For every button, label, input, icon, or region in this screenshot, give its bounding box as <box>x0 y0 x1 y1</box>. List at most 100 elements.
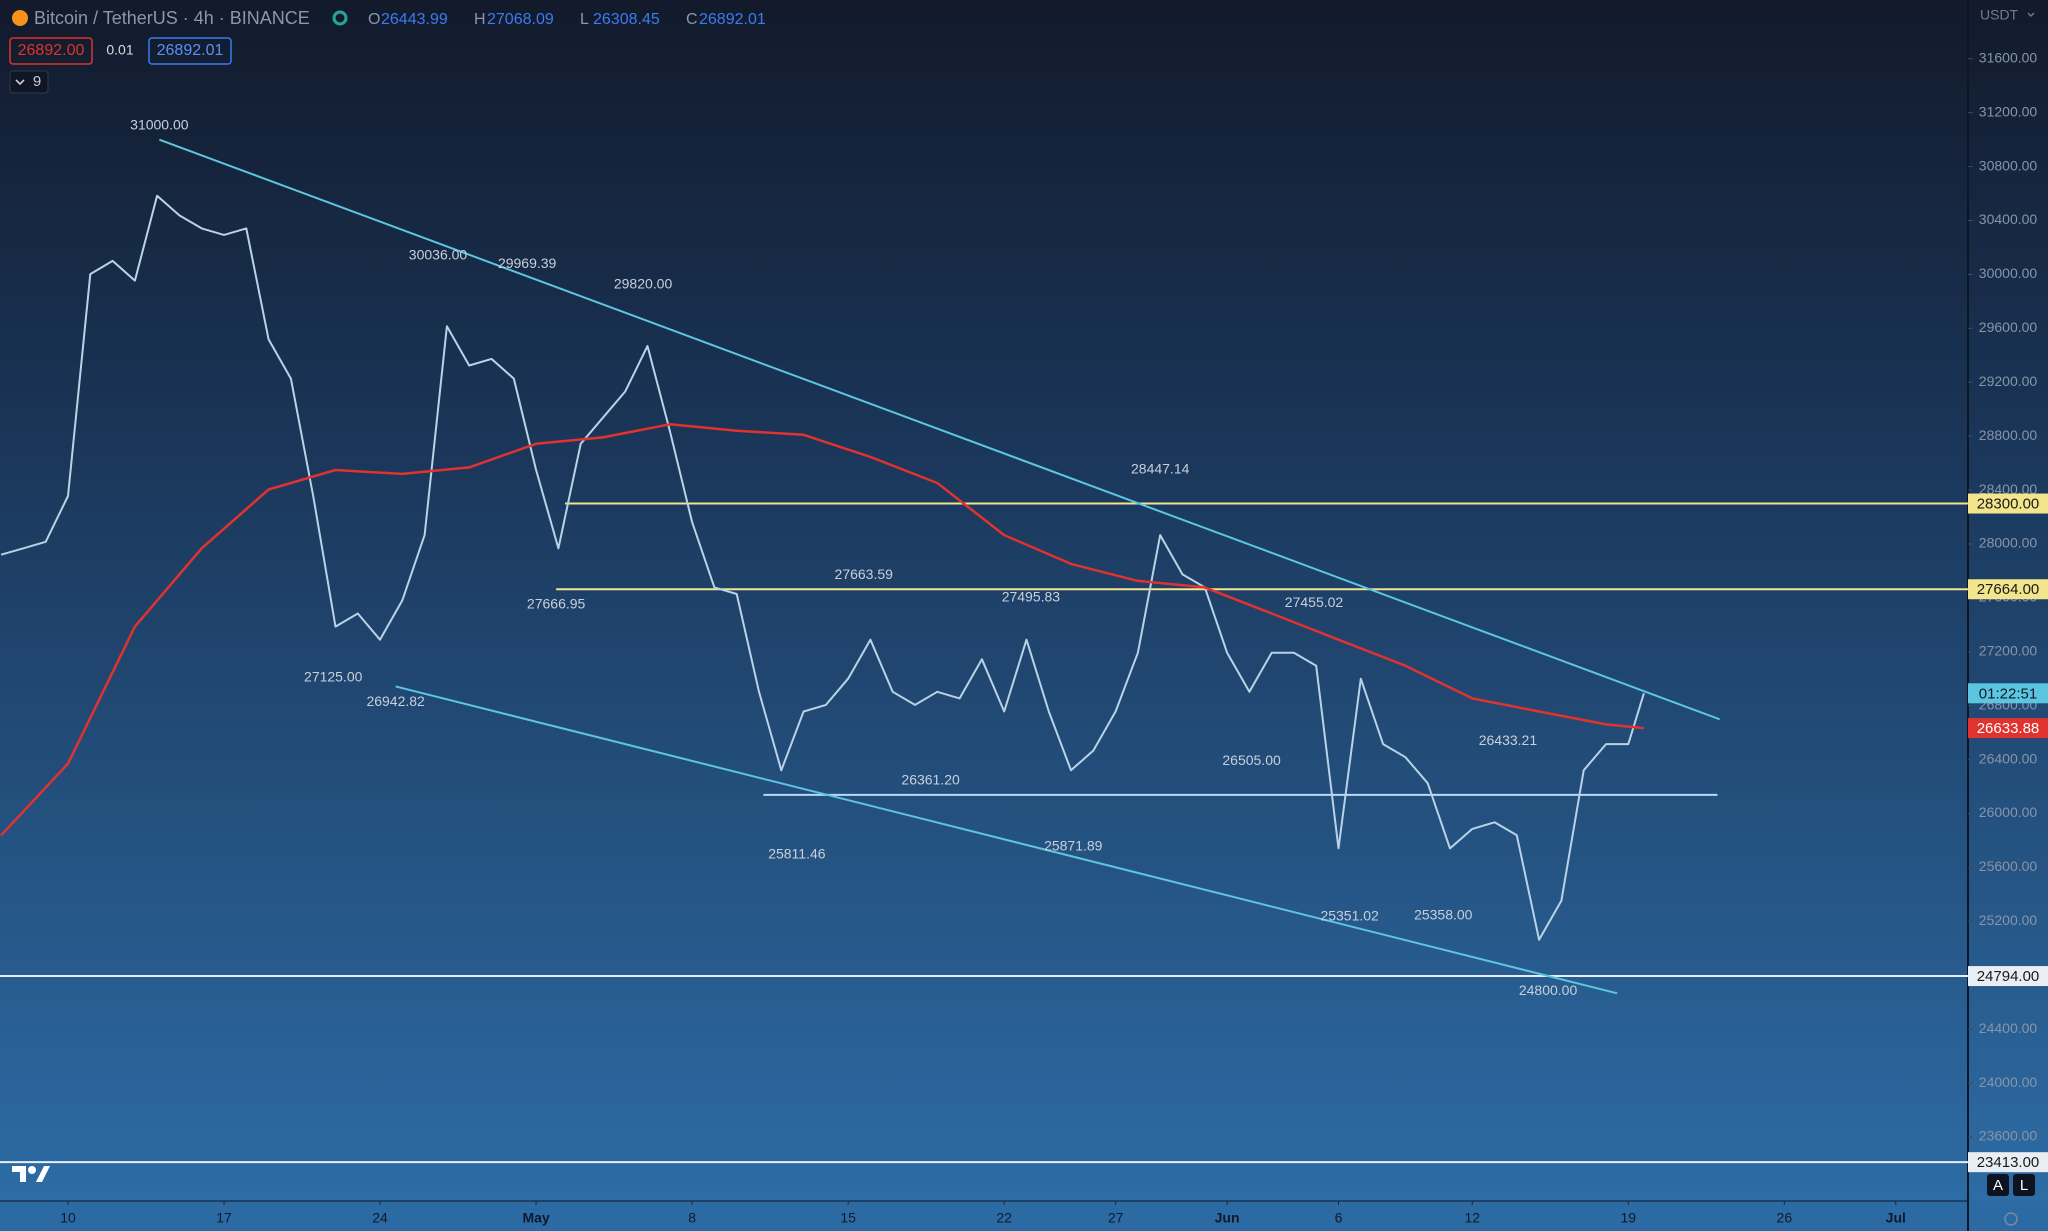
pivot-label: 27663.59 <box>835 566 894 582</box>
x-tick-label: 12 <box>1464 1210 1480 1226</box>
x-tick-label: 26 <box>1777 1210 1793 1226</box>
ohlc-value: 26892.01 <box>699 11 766 28</box>
market-status[interactable] <box>332 10 348 26</box>
pivot-label: 28447.14 <box>1131 460 1190 476</box>
ui-layer: Bitcoin / TetherUS · 4h · BINANCE O 26443… <box>9 7 2048 1226</box>
price-tag-label: 28300.00 <box>1977 495 2040 512</box>
indicators-count: 9 <box>33 73 41 90</box>
pivot-label: 26361.20 <box>901 772 960 788</box>
logo-part <box>28 1166 36 1174</box>
pivot-label: 27495.83 <box>1002 589 1061 605</box>
pivot-label: 25351.02 <box>1320 908 1379 924</box>
currency-label[interactable]: USDT <box>1980 7 2019 23</box>
tradingview-logo <box>12 1166 50 1182</box>
x-tick-label: 24 <box>372 1210 388 1226</box>
y-tick-label: 23600.00 <box>1979 1128 2038 1144</box>
price-tag-label: 27664.00 <box>1977 581 2040 598</box>
ohlc-key: L <box>580 11 589 28</box>
price-line <box>0 194 1645 941</box>
x-tick-label: Jul <box>1886 1210 1906 1226</box>
symbol-title: Bitcoin / TetherUS · 4h · BINANCE <box>34 8 310 28</box>
price-tag <box>1968 966 2048 987</box>
trendline <box>159 138 1721 721</box>
y-tick-label: 31200.00 <box>1979 103 2038 119</box>
y-tick-label: 30400.00 <box>1979 211 2038 227</box>
pivot-label: 26942.82 <box>366 693 425 709</box>
moving-average <box>0 423 1645 837</box>
y-tick-label: 30800.00 <box>1979 157 2038 173</box>
logo-part <box>12 1166 26 1182</box>
chevron-icon <box>15 79 25 86</box>
sell-price: 26892.00 <box>18 42 85 59</box>
ohlc-value: 26308.45 <box>593 11 660 28</box>
price-tag <box>1968 718 2048 739</box>
y-tick-label: 26400.00 <box>1979 750 2038 766</box>
coin-icon <box>12 10 28 26</box>
pivot-label: 26433.21 <box>1479 732 1538 748</box>
auto-scale-button[interactable] <box>1987 1174 2009 1196</box>
pivot-label: 25871.89 <box>1044 837 1103 853</box>
logo-part <box>36 1166 50 1182</box>
buy-badge[interactable] <box>148 37 232 65</box>
y-tick-label: 26000.00 <box>1979 804 2038 820</box>
pivot-label: 29969.39 <box>498 255 557 271</box>
y-tick-label: 27200.00 <box>1979 642 2038 658</box>
pivot-label: 24800.00 <box>1519 982 1578 998</box>
pivot-label: 27125.00 <box>304 669 363 685</box>
price-tag-label: 23413.00 <box>1977 1154 2040 1171</box>
countdown-tag <box>1968 683 2048 704</box>
x-tick-label: 15 <box>840 1210 856 1226</box>
price-tag <box>1968 1152 2048 1173</box>
y-tick-label: 28800.00 <box>1979 427 2038 443</box>
price-tag <box>1968 579 2048 600</box>
trendline <box>395 685 1618 995</box>
x-tick-label: 8 <box>688 1210 696 1226</box>
y-tick-label: 30000.00 <box>1979 265 2038 281</box>
y-tick-label: 28000.00 <box>1979 535 2038 551</box>
x-tick-label: Jun <box>1215 1210 1240 1226</box>
ohlc-key: C <box>686 11 698 28</box>
countdown-label: 01:22:51 <box>1979 685 2037 702</box>
y-tick-label: 29600.00 <box>1979 319 2038 335</box>
x-tick-label: 22 <box>996 1210 1012 1226</box>
pivot-label: 27666.95 <box>527 596 586 612</box>
y-tick-label: 25200.00 <box>1979 912 2038 928</box>
y-tick-label: 31600.00 <box>1979 49 2038 65</box>
ohlc-key: H <box>474 11 486 28</box>
sell-badge[interactable] <box>9 37 93 65</box>
log-scale-button[interactable] <box>2013 1174 2035 1196</box>
ohlc-value: 26443.99 <box>381 11 448 28</box>
x-tick-label: May <box>522 1210 549 1226</box>
price-tag <box>1968 493 2048 514</box>
y-tick-label: 28400.00 <box>1979 481 2038 497</box>
settings-icon[interactable] <box>2004 1212 2018 1226</box>
pivot-label: 31000.00 <box>130 116 189 132</box>
pivot-label: 26505.00 <box>1222 752 1281 768</box>
pivot-label: 25358.00 <box>1414 907 1473 923</box>
y-tick-label: 29200.00 <box>1979 373 2038 389</box>
x-tick-label: 19 <box>1621 1210 1637 1226</box>
x-tick-label: 6 <box>1335 1210 1343 1226</box>
currency-chevron <box>2027 12 2035 17</box>
x-tick-label: 10 <box>60 1210 76 1226</box>
pivot-label: 30036.00 <box>409 246 468 262</box>
time-axis-bar <box>0 1201 2048 1231</box>
pivot-label: 27455.02 <box>1285 594 1344 610</box>
price-tag-label: 26633.88 <box>1977 720 2040 737</box>
price-tag-label: 24794.00 <box>1977 968 2040 985</box>
auto-scale-label: A <box>1993 1177 2003 1194</box>
x-tick-label: 17 <box>216 1210 232 1226</box>
log-scale-label: L <box>2020 1177 2028 1194</box>
spread: 0.01 <box>106 42 133 58</box>
ohlc-value: 27068.09 <box>487 11 554 28</box>
y-tick-label: 24400.00 <box>1979 1020 2038 1036</box>
y-tick-label: 25600.00 <box>1979 858 2038 874</box>
pivot-label: 25811.46 <box>768 846 826 862</box>
indicators-toggle[interactable] <box>9 70 49 94</box>
ohlc-key: O <box>368 11 380 28</box>
buy-price: 26892.01 <box>157 42 224 59</box>
